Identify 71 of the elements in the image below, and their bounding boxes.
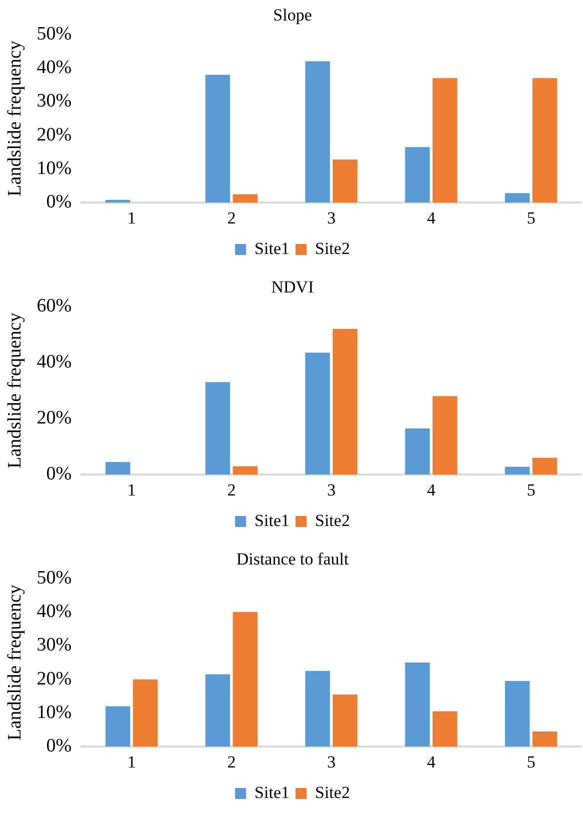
legend-label: Site1 xyxy=(254,782,290,802)
x-tick-label: 3 xyxy=(327,752,336,772)
bar xyxy=(405,428,430,475)
x-tick-label: 3 xyxy=(327,480,336,500)
legend-label: Site2 xyxy=(315,510,350,530)
bar xyxy=(504,681,530,747)
y-axis-title: Landslide frequency xyxy=(4,584,26,740)
y-tick-label: 0% xyxy=(46,192,72,213)
x-tick-label: 5 xyxy=(526,208,536,228)
legend-label: Site2 xyxy=(315,238,350,258)
y-tick-label: 40% xyxy=(36,351,72,372)
bar xyxy=(532,458,558,475)
bar xyxy=(132,679,158,747)
y-tick-label: 30% xyxy=(36,90,72,112)
y-tick-label: 0% xyxy=(46,736,72,757)
chart-title: Distance to fault xyxy=(236,550,349,569)
bar xyxy=(332,694,358,747)
bar xyxy=(105,200,130,203)
y-tick-label: 50% xyxy=(36,567,72,588)
y-axis-title: Landslide frequency xyxy=(4,312,26,468)
x-tick-label: 1 xyxy=(127,752,136,772)
bar xyxy=(504,466,530,475)
bar xyxy=(232,612,258,747)
bar xyxy=(205,74,230,203)
bar xyxy=(432,711,458,747)
bar xyxy=(232,194,258,203)
y-tick-label: 30% xyxy=(36,634,72,656)
x-tick-label: 1 xyxy=(127,480,136,500)
bar xyxy=(432,396,458,475)
y-tick-label: 20% xyxy=(36,408,72,429)
x-tick-label: 4 xyxy=(426,208,436,228)
x-tick-label: 5 xyxy=(526,752,536,772)
x-tick-label: 2 xyxy=(227,752,236,772)
bar xyxy=(432,78,458,203)
bar xyxy=(332,160,358,203)
x-tick-label: 4 xyxy=(426,752,436,772)
bar xyxy=(205,674,230,747)
y-axis-title: Landslide frequency xyxy=(4,40,26,196)
x-tick-label: 1 xyxy=(127,208,136,228)
bar xyxy=(305,352,330,475)
y-tick-label: 50% xyxy=(36,23,72,44)
x-tick-label: 3 xyxy=(327,208,336,228)
y-tick-label: 60% xyxy=(36,295,72,316)
bar xyxy=(205,382,230,475)
bar xyxy=(105,462,130,475)
x-tick-label: 5 xyxy=(526,480,536,500)
x-tick-label: 4 xyxy=(426,480,436,500)
bar xyxy=(405,147,430,203)
bar xyxy=(105,706,130,747)
legend-label: Site1 xyxy=(254,238,290,258)
chart-title: NDVI xyxy=(271,278,314,297)
bar xyxy=(332,328,358,475)
bar xyxy=(232,466,258,475)
y-tick-label: 0% xyxy=(46,464,72,485)
bar xyxy=(405,662,430,747)
legend-label: Site1 xyxy=(254,510,290,530)
y-tick-label: 10% xyxy=(36,158,72,179)
x-tick-label: 2 xyxy=(227,208,236,228)
bar xyxy=(305,61,330,203)
y-tick-label: 10% xyxy=(36,702,72,723)
bar xyxy=(532,731,558,747)
bar xyxy=(532,78,558,203)
bar xyxy=(305,670,330,747)
y-tick-label: 40% xyxy=(36,601,72,622)
x-tick-label: 2 xyxy=(227,480,236,500)
legend-label: Site2 xyxy=(315,782,350,802)
chart-title: Slope xyxy=(273,6,312,25)
bar xyxy=(504,193,530,203)
y-tick-label: 40% xyxy=(36,57,72,78)
y-tick-label: 20% xyxy=(36,668,72,690)
y-tick-label: 20% xyxy=(36,124,72,146)
